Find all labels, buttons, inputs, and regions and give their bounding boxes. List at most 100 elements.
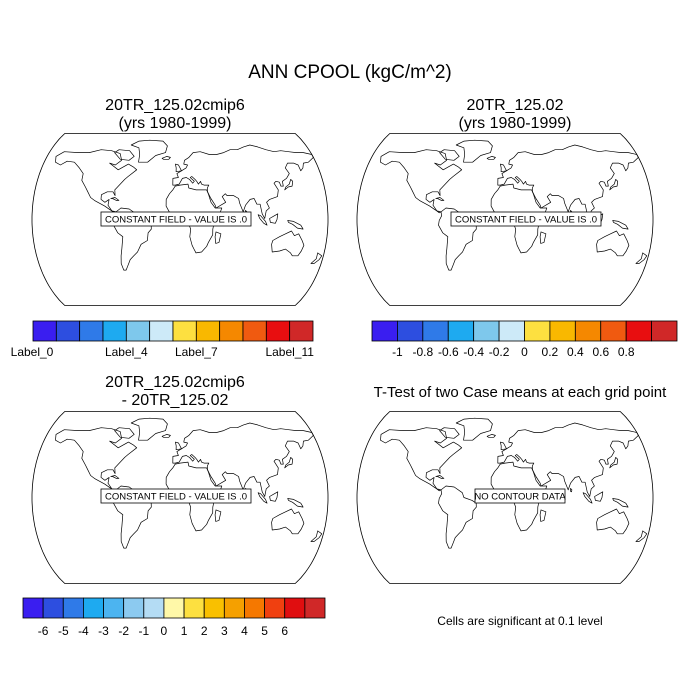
colorbar-tick-label: 0 bbox=[161, 624, 168, 638]
colorbar-tick-label: 2 bbox=[201, 624, 208, 638]
coastline-eurasia bbox=[497, 422, 639, 497]
colorbar-swatch bbox=[371, 320, 398, 342]
colorbar-swatch bbox=[242, 320, 267, 342]
coastline-japan bbox=[284, 457, 294, 469]
coastline-australia bbox=[271, 230, 305, 257]
colorbar-swatch bbox=[22, 597, 44, 619]
colorbar-swatch bbox=[223, 597, 245, 619]
colorbar-swatch bbox=[524, 320, 551, 342]
map-panel-case1: CONSTANT FIELD - VALUE IS .0 bbox=[31, 133, 329, 306]
panel-title-case1: 20TR_125.02cmip6 (yrs 1980-1999) bbox=[20, 97, 330, 133]
colorbar-tick-label: -2 bbox=[118, 624, 129, 638]
colorbar-swatch bbox=[183, 597, 205, 619]
coastline-south-america bbox=[438, 485, 477, 549]
colorbar-swatch bbox=[203, 597, 225, 619]
significance-note: Cells are significant at 0.1 level bbox=[437, 614, 603, 628]
world-map bbox=[356, 133, 654, 306]
coastline-iceland bbox=[161, 156, 171, 160]
colorbar-swatch bbox=[42, 597, 64, 619]
coastline-new-guinea bbox=[287, 498, 304, 508]
coastline-baffin-island bbox=[439, 149, 460, 161]
coastline-madagascar bbox=[539, 231, 547, 244]
annotation-box: CONSTANT FIELD - VALUE IS .0 bbox=[450, 211, 602, 227]
colorbar-swatch bbox=[163, 597, 185, 619]
coastline-north-america bbox=[55, 149, 138, 214]
coastline-great-britain bbox=[500, 441, 507, 451]
colorbar-case2: -1 -0.8 -0.6 -0.4 -0.2 0 0.2 0.4 0.6 0.8 bbox=[371, 320, 678, 359]
colorbar-swatch bbox=[79, 320, 104, 342]
coastline-greenland bbox=[130, 139, 168, 163]
colorbar-tick-label: 0.6 bbox=[592, 345, 609, 359]
colorbar-tick-label: -4 bbox=[78, 624, 89, 638]
coastline-cuba bbox=[110, 475, 120, 479]
colorbar-swatch bbox=[195, 320, 221, 342]
colorbar-swatch bbox=[574, 320, 602, 342]
map-panel-case2: CONSTANT FIELD - VALUE IS .0 bbox=[356, 133, 654, 306]
colorbar-tick-label: -0.2 bbox=[489, 345, 510, 359]
colorbar-swatch bbox=[651, 320, 678, 342]
colorbar-swatch bbox=[125, 320, 151, 342]
colorbar-swatch bbox=[172, 320, 197, 342]
panel-title-ttest: T-Test of two Case means at each grid po… bbox=[340, 384, 700, 402]
colorbar-tick-label: -1 bbox=[138, 624, 149, 638]
annotation-text: CONSTANT FIELD - VALUE IS .0 bbox=[455, 215, 597, 226]
colorbar-tick-label: -5 bbox=[58, 624, 69, 638]
colorbar-tick-label: Label_7 bbox=[175, 345, 218, 359]
panel-title-line2: (yrs 1980-1999) bbox=[118, 115, 232, 132]
panel-title-diff: 20TR_125.02cmip6 - 20TR_125.02 bbox=[20, 374, 330, 410]
map-boundary bbox=[31, 133, 329, 306]
annotation-text: CONSTANT FIELD - VALUE IS .0 bbox=[105, 492, 247, 503]
annotation-text: CONSTANT FIELD - VALUE IS .0 bbox=[105, 215, 247, 226]
coastline-eurasia bbox=[172, 422, 314, 497]
coastline-baffin-island bbox=[439, 427, 460, 439]
colorbar-swatch bbox=[123, 597, 145, 619]
colorbar-case1: Label_0 Label_4 Label_7 Label_11 bbox=[11, 320, 314, 359]
colorbar-tick-label: 1 bbox=[181, 624, 188, 638]
coastline-cuba bbox=[110, 197, 120, 201]
colorbar-swatch bbox=[397, 320, 424, 342]
colorbar-tick-label: -6 bbox=[38, 624, 49, 638]
colorbar-swatch bbox=[422, 320, 449, 342]
coastline-new-zealand bbox=[635, 252, 648, 264]
map-boundary bbox=[356, 133, 654, 306]
colorbar-tick-label: Label_4 bbox=[105, 345, 148, 359]
colorbar-tick-label: 3 bbox=[221, 624, 228, 638]
colorbar-tick-label: -0.8 bbox=[412, 345, 433, 359]
coastline-australia bbox=[596, 230, 630, 257]
colorbar-tick-label: -3 bbox=[98, 624, 109, 638]
coastline-iceland bbox=[486, 156, 496, 160]
colorbar-swatch bbox=[625, 320, 652, 342]
coastline-japan bbox=[284, 179, 294, 191]
map-panel-diff: CONSTANT FIELD - VALUE IS .0 bbox=[31, 411, 329, 584]
colorbar-swatch bbox=[143, 597, 165, 619]
colorbar-swatch bbox=[600, 320, 627, 342]
coastline-new-guinea bbox=[612, 220, 629, 230]
panel-title-line1: 20TR_125.02cmip6 bbox=[105, 374, 245, 391]
colorbar-swatch bbox=[55, 320, 81, 342]
colorbar-swatch bbox=[265, 320, 291, 342]
colorbar-swatch bbox=[149, 320, 174, 342]
coastline-borneo bbox=[269, 213, 279, 224]
colorbar-tick-label: Label_11 bbox=[265, 345, 314, 359]
colorbar-swatch bbox=[289, 320, 314, 342]
coastline-baffin-island bbox=[114, 427, 135, 439]
colorbar-tick-label: 6 bbox=[281, 624, 288, 638]
coastline-great-britain bbox=[175, 441, 182, 451]
coastline-baffin-island bbox=[114, 149, 135, 161]
coastline-new-guinea bbox=[612, 498, 629, 508]
coastline-iceland bbox=[486, 434, 496, 438]
colorbar-swatch bbox=[244, 597, 266, 619]
coastline-eurasia bbox=[172, 144, 314, 219]
coastline-great-britain bbox=[175, 163, 182, 173]
coastline-australia bbox=[271, 508, 305, 535]
colorbar-swatch bbox=[304, 597, 326, 619]
map-boundary bbox=[31, 411, 329, 584]
coastline-madagascar bbox=[539, 509, 547, 522]
coastline-cuba bbox=[435, 197, 445, 201]
map-boundary bbox=[356, 411, 654, 584]
coastline-north-america bbox=[55, 427, 138, 492]
colorbar-tick-label: Label_0 bbox=[11, 345, 54, 359]
coastline-madagascar bbox=[214, 231, 222, 244]
coastline-australia bbox=[596, 508, 630, 535]
colorbar-swatch bbox=[498, 320, 525, 342]
